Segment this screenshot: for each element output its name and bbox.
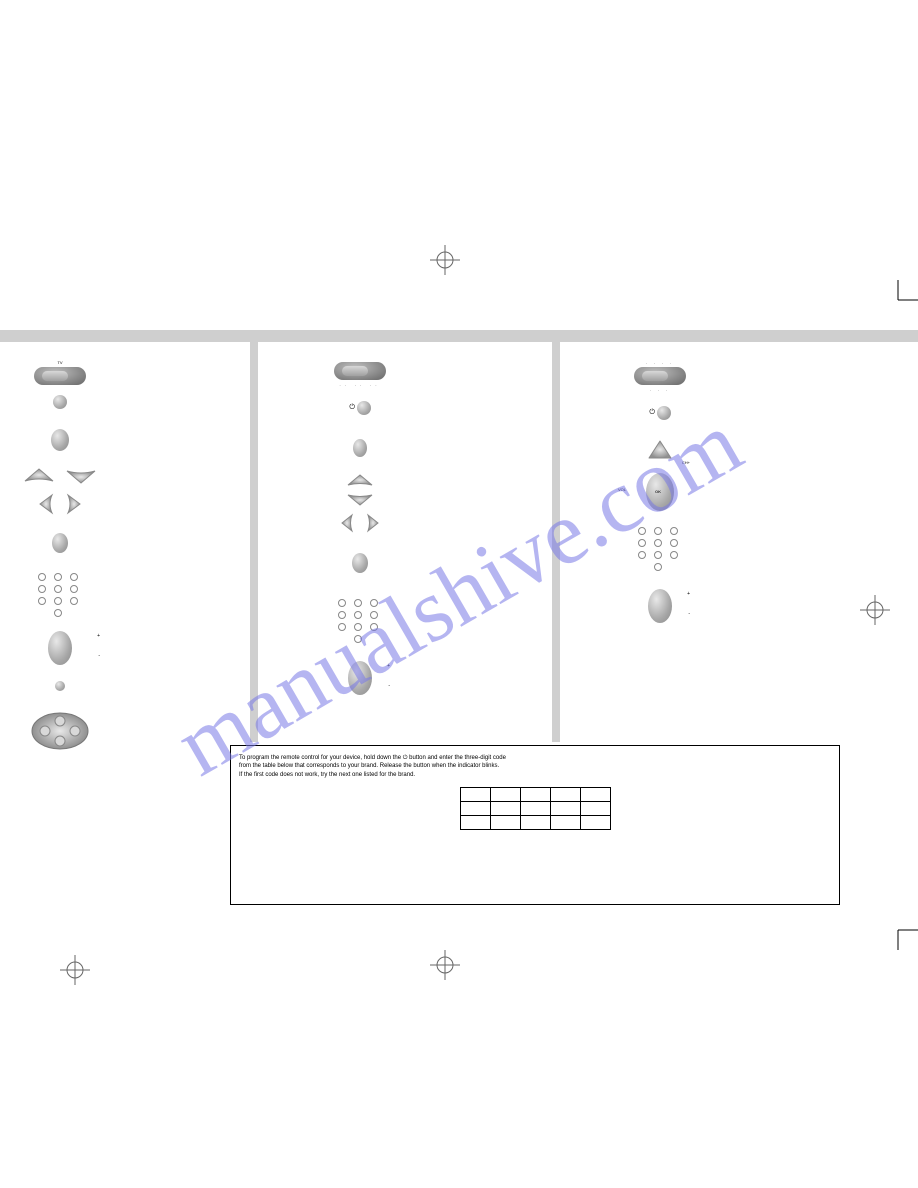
power-icon: ⏻ [649,409,655,416]
minus-label: - [98,653,100,659]
right-arrow-icon[interactable] [364,513,380,533]
info-line-1: To program the remote control for your d… [239,754,831,762]
button-round-2[interactable] [352,553,368,573]
section-bar [0,330,918,342]
ok-label: OK [655,489,661,494]
plus-label: + [687,591,690,597]
selector-labels-bot: . . . [560,387,760,392]
left-arrow-icon[interactable] [340,513,356,533]
power-icon: ⏻ [349,404,355,411]
volume-button[interactable] [48,631,72,665]
col-divider-2 [552,342,560,742]
minus-label: - [388,683,390,689]
left-arrow-icon[interactable] [38,493,56,515]
minus-label: - [688,611,690,617]
mode-selector-slider[interactable] [634,367,686,385]
number-keypad[interactable] [638,527,682,571]
right-arrow-icon[interactable] [64,493,82,515]
regmark-right [860,595,890,625]
col-divider-1 [250,342,258,742]
mode-selector: . . . . . . . [560,360,760,392]
mode-selector-slider[interactable] [334,362,386,380]
small-button[interactable] [55,681,65,691]
down-arrow-icon[interactable] [342,491,378,507]
play-triangle-icon[interactable] [646,438,674,462]
down-arrow-icon[interactable] [61,467,101,485]
mode-selector-slider[interactable] [34,367,86,385]
selector-labels: .. .. .. [260,382,460,387]
up-arrow-icon[interactable] [342,473,378,489]
button-round[interactable] [353,439,367,457]
vol-label: VOL [618,487,626,492]
power-button[interactable] [357,401,371,415]
cropmark-top-right [858,250,918,310]
info-line-3: If the first code does not work, try the… [239,771,831,779]
plus-label: + [97,633,100,639]
selector-labels-top: . . . . [560,360,760,365]
power-button[interactable] [657,406,671,420]
mode-selector: .. .. .. [260,362,460,387]
remote-column-c: . . . . . . . ⏻ CH+ VOL OK + - [560,360,760,625]
button-round-2[interactable] [52,533,68,553]
volume-button[interactable] [348,661,372,695]
info-line-2: from the table below that corresponds to… [239,762,831,770]
regmark-bottom [430,950,460,980]
power-button[interactable] [53,395,67,409]
number-keypad[interactable] [338,599,382,643]
regmark-top [430,245,460,275]
selector-labels-top: TV [0,360,160,365]
remote-column-b: .. .. .. ⏻ + - [260,360,460,697]
code-info-box: To program the remote control for your d… [230,745,840,905]
button-round[interactable] [51,429,69,451]
cropmark-bottom-right [858,920,918,980]
number-keypad[interactable] [38,573,82,617]
up-arrow-icon[interactable] [19,467,59,485]
remote-column-a: TV + - [0,360,160,753]
transport-cluster[interactable] [30,711,90,751]
volume-button[interactable] [648,589,672,623]
mode-selector: TV [0,360,160,385]
plus-label: + [387,663,390,669]
code-table [460,787,611,830]
regmark-left [60,955,90,985]
